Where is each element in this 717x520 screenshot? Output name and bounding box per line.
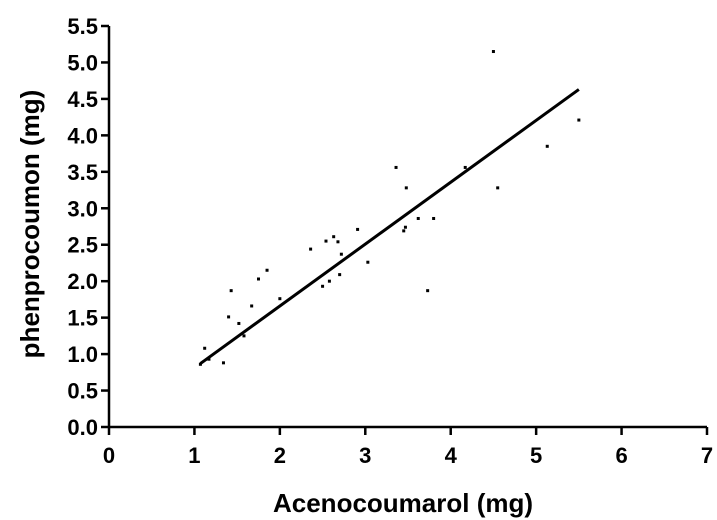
data-point xyxy=(403,225,407,229)
data-point xyxy=(432,216,436,220)
data-points xyxy=(198,50,581,366)
x-tick-label: 1 xyxy=(188,443,200,468)
data-point xyxy=(577,118,581,122)
data-point xyxy=(237,321,241,325)
y-tick-label: 4.5 xyxy=(67,87,98,112)
data-point xyxy=(324,239,328,243)
y-tick-label: 1.5 xyxy=(67,306,98,331)
x-tick-label: 2 xyxy=(274,443,286,468)
y-axis: 0.0 0.5 1.0 1.5 2.0 2.5 3.0 3.5 4.0 4.5 5.0 5.5 xyxy=(67,14,111,440)
y-tick-label: 0.0 xyxy=(67,415,98,440)
data-point xyxy=(265,268,269,272)
data-point xyxy=(227,315,231,319)
data-point xyxy=(394,165,398,169)
data-point xyxy=(545,144,549,148)
fit-line xyxy=(199,88,580,365)
data-point xyxy=(203,346,207,350)
x-axis: 0 1 2 3 4 5 6 7 xyxy=(103,425,713,468)
x-tick-label: 6 xyxy=(615,443,627,468)
data-point xyxy=(463,165,467,169)
y-tick-label: 4.0 xyxy=(67,123,98,148)
fit-line-group xyxy=(199,88,580,365)
x-tick-label: 4 xyxy=(445,443,458,468)
x-tick-label: 0 xyxy=(103,443,115,468)
data-point xyxy=(491,50,495,54)
data-point xyxy=(402,229,406,233)
data-point xyxy=(198,362,202,366)
y-tick-label: 5.5 xyxy=(67,14,98,39)
x-tick-label: 7 xyxy=(701,443,713,468)
data-point xyxy=(242,334,246,338)
data-point xyxy=(221,361,225,365)
y-tick-label: 3.0 xyxy=(67,196,98,221)
y-tick-label: 2.5 xyxy=(67,233,98,258)
data-point xyxy=(339,252,343,256)
data-point xyxy=(309,247,313,251)
y-tick-label: 2.0 xyxy=(67,269,98,294)
data-point xyxy=(404,186,408,190)
data-point xyxy=(336,240,340,244)
x-tick-label: 5 xyxy=(530,443,542,468)
y-axis-title: phenprocoumon (mg) xyxy=(15,90,45,359)
x-axis-title: Acenocoumarol (mg) xyxy=(273,488,533,518)
data-point xyxy=(332,235,336,239)
data-point xyxy=(416,216,420,220)
data-point xyxy=(250,304,254,308)
data-point xyxy=(356,227,360,231)
y-tick-label: 5.0 xyxy=(67,50,98,75)
y-tick-label: 0.5 xyxy=(67,379,98,404)
data-point xyxy=(426,289,430,293)
data-point xyxy=(321,284,325,288)
data-point xyxy=(257,277,260,281)
data-point xyxy=(229,289,233,293)
data-point xyxy=(496,186,500,190)
y-tick-label: 3.5 xyxy=(67,160,98,185)
x-tick-label: 3 xyxy=(359,443,371,468)
y-tick-label: 1.0 xyxy=(67,342,98,367)
data-point xyxy=(338,273,342,277)
data-point xyxy=(278,297,282,301)
data-point xyxy=(366,260,370,264)
data-point xyxy=(327,279,331,283)
